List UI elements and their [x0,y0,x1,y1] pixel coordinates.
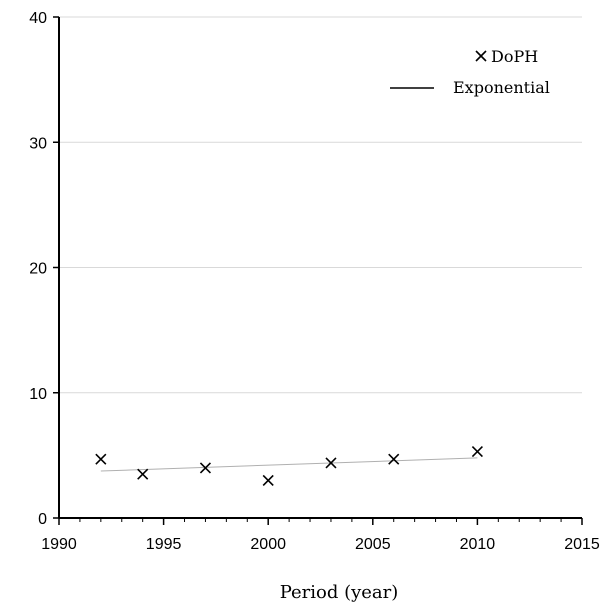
trendline-layer [100,457,478,472]
data-point-1997 [199,462,212,474]
y-tick-label-10: 10 [29,386,47,403]
y-tick-label-40: 40 [29,10,47,27]
x-tick-label-2000: 2000 [250,536,286,553]
x-tick-label-1990: 1990 [41,536,77,553]
x-tick-label-2015: 2015 [564,536,600,553]
legend-item-doph: DoPH [475,47,538,66]
data-point-2010 [471,446,483,458]
y-tick-label-0: 0 [38,511,47,528]
data-point-2003 [325,457,337,469]
x-axis-label: Period (year) [280,582,399,603]
y-tick-label-30: 30 [29,135,47,152]
data-point-1992 [95,453,107,465]
data-point-2000 [262,474,274,486]
legend-label-doph: DoPH [491,47,538,66]
legend-x-marker [475,50,487,62]
x-tick-label-2005: 2005 [355,536,391,553]
x-tick-label-1995: 1995 [146,536,182,553]
x-tick-label-2010: 2010 [460,536,496,553]
trendline-exponential [100,457,478,472]
legend-label-exponential: Exponential [453,78,550,97]
axes [53,16,583,525]
data-point-2006 [388,453,400,465]
data-point-1994 [137,468,149,480]
legend-item-exponential: Exponential [390,78,550,97]
data-points [95,446,483,486]
y-tick-label-20: 20 [29,261,47,278]
legend: DoPH Exponential [390,47,550,97]
gridlines [59,16,582,394]
legend-x-marker-icon [475,50,487,62]
tick-labels: 0 10 20 30 40 1990 1995 2000 2005 2010 2015 [29,10,600,553]
